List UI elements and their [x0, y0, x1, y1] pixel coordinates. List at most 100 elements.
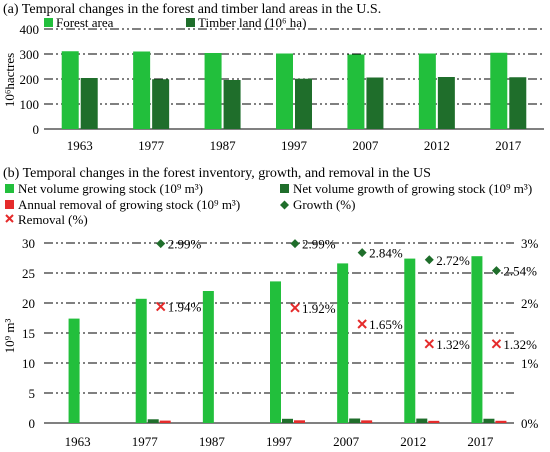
legend-marker-removal-pct — [5, 214, 14, 223]
panel-b-y-tick-label: 25 — [22, 266, 35, 281]
panel-b-growth-marker-2017 — [491, 266, 501, 276]
panel-b-growth-marker-2007 — [357, 248, 367, 258]
panel-b-growth-label: 2.54% — [503, 264, 537, 279]
panel-b-bar-net-volume-2012 — [404, 258, 416, 423]
legend-swatch-forest-area — [44, 18, 53, 27]
legend-swatch-net-volume — [5, 184, 14, 193]
panel-a-x-tick-label: 2012 — [424, 138, 450, 153]
panel-b-removal-label: 1.32% — [503, 337, 537, 352]
panel-b-y2-tick-label: 1% — [521, 356, 539, 371]
legend-label-net-volume: Net volume growing stock (10⁹ m³) — [18, 181, 203, 196]
panel-b-bar-net-volume-1987 — [202, 291, 214, 423]
panel-b: (b) Temporal changes in the forest inven… — [2, 166, 539, 449]
panel-a-x-tick-label: 2007 — [352, 138, 379, 153]
panel-b-bar-annual-removal-2007 — [361, 420, 373, 423]
panel-b-removal-label: 1.92% — [302, 301, 336, 316]
panel-a-bar-forest-area-2017 — [490, 52, 508, 129]
panel-b-title: (b) Temporal changes in the forest inven… — [3, 166, 431, 181]
panel-a-y-tick-label: 400 — [20, 22, 40, 37]
panel-b-bar-net-growth-2012 — [416, 418, 428, 423]
panel-b-bar-annual-removal-1977 — [159, 420, 171, 423]
panel-b-y-tick-label: 15 — [22, 326, 35, 341]
panel-b-x-tick-label: 1963 — [65, 434, 91, 449]
panel-b-y2-tick-label: 3% — [521, 236, 539, 251]
panel-a-title: (a) Temporal changes in the forest and t… — [3, 2, 381, 17]
panel-a-y-tick-label: 200 — [20, 72, 40, 87]
panel-a-y-tick-label: 300 — [20, 47, 40, 62]
legend-label-forest-area: Forest area — [56, 15, 114, 30]
panel-b-x-tick-label: 1987 — [199, 434, 226, 449]
legend-swatch-timber-land — [186, 18, 195, 27]
panel-b-growth-marker-2012 — [424, 255, 434, 265]
panel-b-y-tick-label: 10 — [22, 356, 35, 371]
panel-a-y-tick-label: 100 — [20, 97, 40, 112]
panel-b-growth-label: 2.99% — [168, 237, 202, 252]
panel-a-bar-timber-land-1963 — [80, 78, 98, 129]
panel-b-x-tick-label: 1997 — [266, 434, 293, 449]
panel-b-x-tick-label: 2007 — [333, 434, 360, 449]
panel-a-y-tick-label: 0 — [33, 122, 40, 137]
panel-a-x-tick-label: 1977 — [138, 138, 165, 153]
legend-label-removal-pct: Removal (%) — [18, 212, 88, 227]
panel-b-removal-label: 1.94% — [168, 300, 202, 315]
legend-label-timber-land: Timber land (10⁶ ha) — [198, 15, 306, 30]
legend-label-annual-removal: Annual removal of growing stock (10⁹ m³) — [18, 197, 240, 212]
panel-b-x-tick-label: 2012 — [400, 434, 426, 449]
panel-b-x-tick-label: 1977 — [132, 434, 159, 449]
panel-a-bar-timber-land-1997 — [295, 78, 312, 129]
panel-a-bar-forest-area-1987 — [204, 53, 222, 129]
panel-b-y-tick-label: 20 — [22, 296, 35, 311]
panel-a-bar-forest-area-1997 — [276, 53, 293, 129]
panel-a-bar-timber-land-2007 — [366, 77, 384, 129]
panel-a-bar-forest-area-1963 — [61, 51, 79, 129]
panel-b-removal-marker-2012 — [424, 339, 434, 349]
panel-a-bar-forest-area-1977 — [133, 51, 151, 129]
panel-b-y-tick-label: 5 — [29, 386, 36, 401]
panel-a-x-tick-label: 2017 — [495, 138, 522, 153]
panel-b-removal-label: 1.65% — [369, 317, 403, 332]
panel-b-bar-net-growth-1997 — [282, 418, 293, 423]
panel-b-y-tick-label: 0 — [29, 416, 36, 431]
panel-b-growth-label: 2.99% — [302, 237, 336, 252]
panel-a-bar-timber-land-2017 — [509, 77, 527, 129]
panel-b-bar-annual-removal-2017 — [495, 420, 507, 423]
legend-swatch-annual-removal — [5, 200, 14, 209]
panel-b-x-tick-label: 2017 — [467, 434, 494, 449]
panel-b-removal-marker-2017 — [491, 339, 502, 349]
panel-b-y2-tick-label: 0% — [521, 416, 539, 431]
panel-b-bar-net-volume-1997 — [270, 281, 281, 423]
panel-b-bar-net-volume-1963 — [68, 318, 80, 423]
panel-b-bar-annual-removal-1997 — [294, 420, 305, 423]
legend-label-growth-pct: Growth (%) — [293, 197, 355, 212]
panel-a-bar-forest-area-2007 — [347, 54, 365, 129]
legend-marker-growth-pct — [280, 200, 289, 210]
panel-b-bar-net-volume-2017 — [471, 256, 483, 423]
panel-b-y-axis-label: 10⁹ m³ — [2, 319, 17, 354]
panel-b-removal-marker-1977 — [156, 301, 166, 312]
panel-a-x-tick-label: 1963 — [67, 138, 93, 153]
panel-a-bar-timber-land-1977 — [152, 79, 170, 129]
panel-a-x-tick-label: 1987 — [210, 138, 237, 153]
panel-b-removal-marker-1997 — [290, 303, 300, 313]
panel-b-growth-marker-1977 — [156, 239, 166, 249]
panel-a-y-axis-label: 10⁶hactres — [2, 53, 17, 107]
panel-b-removal-marker-2007 — [357, 319, 367, 329]
panel-b-bar-net-growth-1977 — [147, 419, 159, 423]
panel-a: (a) Temporal changes in the forest and t… — [2, 2, 544, 153]
panel-a-bar-timber-land-2012 — [437, 77, 455, 129]
panel-a-x-tick-label: 1997 — [281, 138, 308, 153]
panel-b-removal-label: 1.32% — [436, 337, 470, 352]
panel-b-y-tick-label: 30 — [22, 236, 35, 251]
panel-b-growth-marker-1997 — [290, 239, 300, 249]
legend-swatch-net-growth — [280, 184, 289, 193]
panel-b-growth-label: 2.84% — [369, 246, 403, 261]
panel-b-bar-net-volume-1977 — [135, 298, 147, 423]
panel-b-bar-net-growth-2007 — [349, 418, 361, 423]
panel-a-bar-timber-land-1987 — [223, 80, 241, 129]
panel-b-y2-tick-label: 2% — [521, 296, 539, 311]
panel-b-bar-annual-removal-2012 — [428, 420, 440, 423]
legend-label-net-growth: Net volume growth of growing stock (10⁹ … — [293, 181, 532, 196]
panel-b-bar-net-growth-2017 — [483, 418, 495, 423]
panel-b-growth-label: 2.72% — [436, 253, 470, 268]
